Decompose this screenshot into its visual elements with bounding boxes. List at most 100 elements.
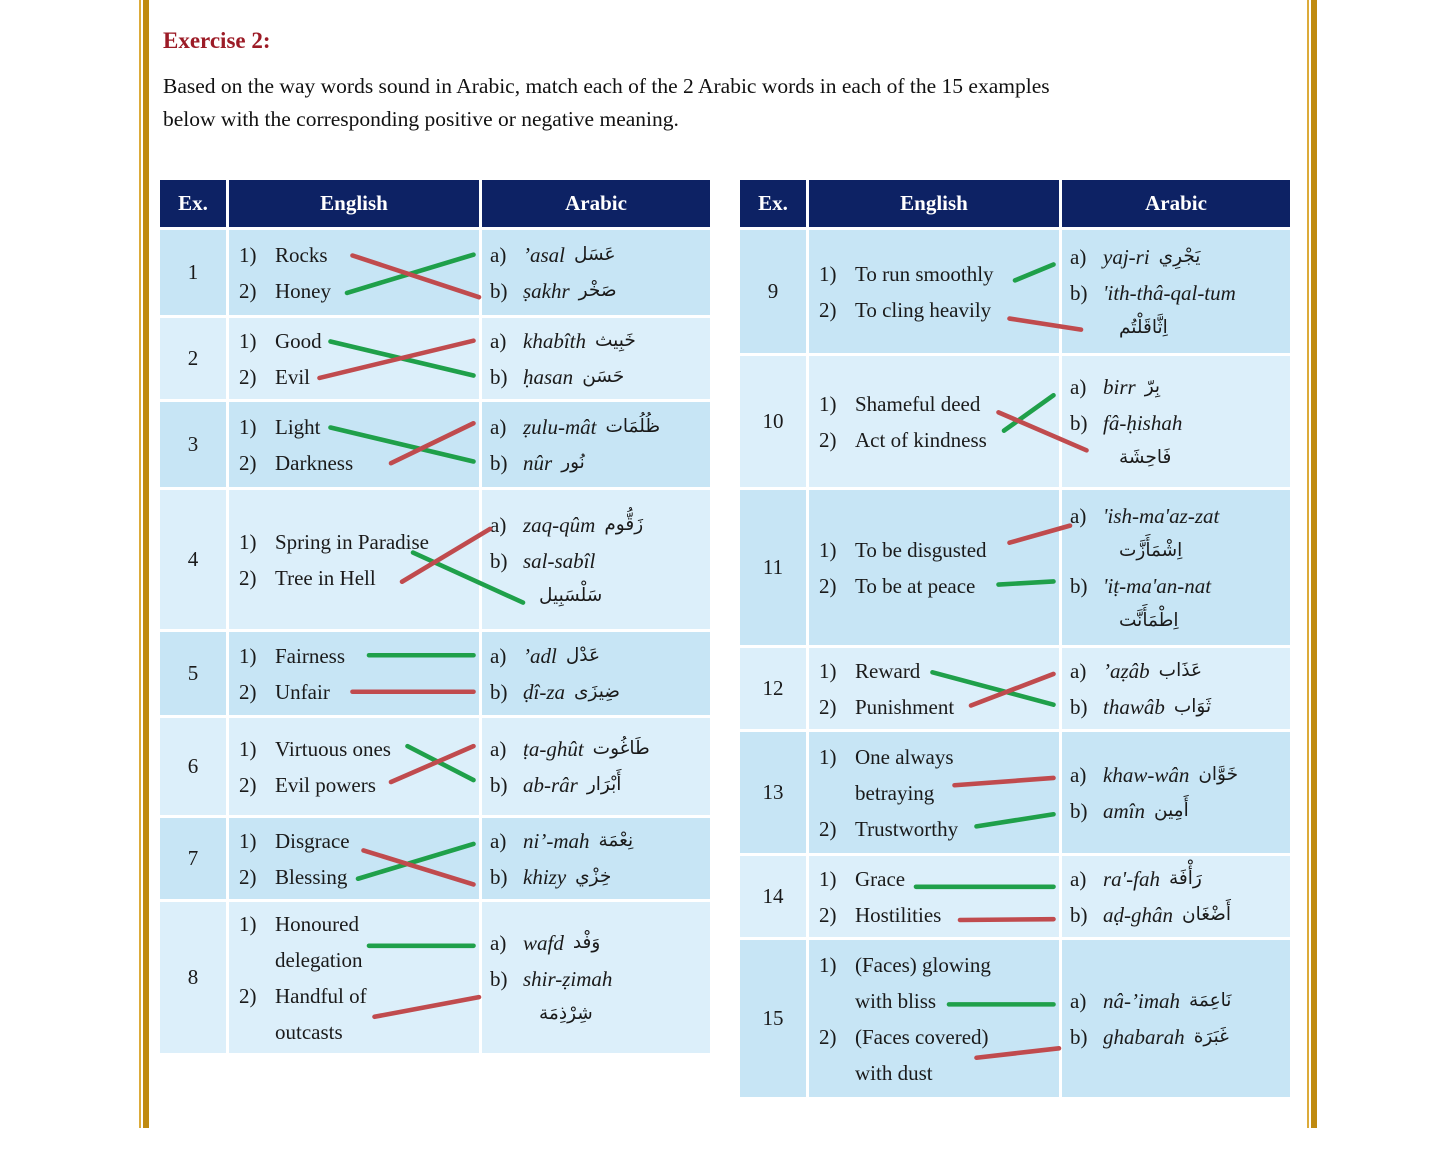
item-marker: b) bbox=[490, 278, 508, 303]
english-item: 1) Honoured delegation bbox=[239, 906, 479, 978]
english-item: 2) (Faces covered) with dust bbox=[819, 1019, 1059, 1091]
english-item: 1) To be disgusted bbox=[819, 532, 1059, 568]
transliteration-text: nûr bbox=[523, 450, 553, 475]
english-item: 1) Fairness bbox=[239, 638, 479, 674]
english-cell: 1) Rocks 2) Honey bbox=[229, 230, 479, 315]
arabic-word: خِزْي bbox=[575, 865, 612, 887]
arabic-cell: a) ni’-mah نِعْمَة b) khizy خِزْي bbox=[482, 818, 710, 899]
english-item: 1) Reward bbox=[819, 653, 1059, 689]
english-item: 1) One always betraying bbox=[819, 739, 1059, 811]
english-item-text: (Faces) glowing with bliss bbox=[855, 952, 991, 1013]
english-cell: 1) Virtuous ones 2) Evil powers bbox=[229, 718, 479, 815]
item-marker: a) bbox=[1070, 988, 1087, 1013]
transliteration-text: ṣakhr bbox=[523, 278, 570, 303]
column-header-ex: Ex. bbox=[740, 180, 806, 227]
arabic-cell: a) ’adl عَدْل b) ḍî-za ضِيزَى bbox=[482, 632, 710, 715]
english-item-text: Good bbox=[275, 328, 322, 353]
english-item: 1) To run smoothly bbox=[819, 256, 1059, 292]
table-row: 10 1) Shameful deed 2) Act of kindness a) birr… bbox=[740, 356, 1290, 487]
item-marker: b) bbox=[490, 772, 508, 797]
arabic-word: غَبَرَة bbox=[1193, 1025, 1229, 1047]
transliteration-text: aḍ-ghân bbox=[1103, 902, 1173, 927]
english-item: 2) To be at peace bbox=[819, 568, 1059, 604]
english-item: 2) Trustworthy bbox=[819, 811, 1059, 847]
item-marker: b) bbox=[490, 364, 508, 389]
table-header-row: Ex. English Arabic bbox=[740, 180, 1290, 227]
arabic-word: وَفْد bbox=[572, 931, 601, 953]
english-item-text: Honey bbox=[275, 278, 331, 303]
table-row: 15 1) (Faces) glowing with bliss 2) (Faces c… bbox=[740, 940, 1290, 1097]
english-item: 2) Honey bbox=[239, 273, 479, 309]
arabic-word: خَوَّان bbox=[1198, 763, 1239, 785]
item-marker: b) bbox=[490, 966, 508, 991]
arabic-word: عَدْل bbox=[565, 644, 601, 666]
transliteration-text: ḍî-za bbox=[523, 679, 565, 704]
arabic-item: b) ghabarah غَبَرَة bbox=[1070, 1019, 1290, 1055]
column-header-arabic: Arabic bbox=[1062, 180, 1290, 227]
arabic-item: b) amîn أَمِين bbox=[1070, 793, 1290, 829]
english-item: 2) Hostilities bbox=[819, 897, 1059, 933]
item-marker: b) bbox=[490, 679, 508, 704]
english-item-text: Tree in Hell bbox=[275, 565, 376, 590]
arabic-item: a) ’adl عَدْل bbox=[490, 638, 710, 674]
transliteration-text: ’adl bbox=[523, 643, 557, 668]
transliteration-text: yaj-ri bbox=[1103, 244, 1150, 269]
item-marker: 1) bbox=[239, 414, 257, 439]
arabic-word: ثَوَاب bbox=[1173, 695, 1212, 717]
arabic-item: b) nûr نُور bbox=[490, 445, 710, 481]
item-marker: a) bbox=[1070, 244, 1087, 269]
english-cell: 1) To be disgusted 2) To be at peace bbox=[809, 490, 1059, 645]
english-item-text: Shameful deed bbox=[855, 391, 981, 416]
english-cell: 1) (Faces) glowing with bliss 2) (Faces cov… bbox=[809, 940, 1059, 1097]
english-item-text: To cling heavily bbox=[855, 297, 992, 322]
item-marker: 2) bbox=[819, 816, 837, 841]
transliteration-text: nâ-’imah bbox=[1103, 988, 1180, 1013]
item-marker: a) bbox=[1070, 374, 1087, 399]
item-marker: a) bbox=[1070, 762, 1087, 787]
arabic-word: سَلْسَبِيل bbox=[539, 584, 603, 606]
item-marker: 1) bbox=[819, 866, 837, 891]
arabic-item: a) nâ-’imah نَاعِمَة bbox=[1070, 983, 1290, 1019]
item-marker: 2) bbox=[239, 364, 257, 389]
arabic-word-line: فَاحِشَة bbox=[1110, 441, 1290, 475]
arabic-item: a) ’asal عَسَل bbox=[490, 237, 710, 273]
arabic-word: بِرّ bbox=[1144, 375, 1161, 397]
table-row: 4 1) Spring in Paradise 2) Tree in Hell a) zaq… bbox=[160, 490, 710, 629]
english-cell: 1) Shameful deed 2) Act of kindness bbox=[809, 356, 1059, 487]
english-item: 2) Tree in Hell bbox=[239, 560, 479, 596]
english-item: 2) Evil bbox=[239, 359, 479, 395]
item-marker: b) bbox=[1070, 280, 1088, 305]
english-item-text: Hostilities bbox=[855, 902, 942, 927]
arabic-word: ضِيزَى bbox=[574, 680, 620, 702]
transliteration-text: ra'-fah bbox=[1103, 866, 1160, 891]
arabic-item: b) fâ-ḥishah bbox=[1070, 405, 1290, 441]
arabic-word: ظُلُمَات bbox=[605, 415, 661, 437]
example-number: 5 bbox=[160, 632, 226, 715]
arabic-word: نَاعِمَة bbox=[1189, 989, 1232, 1011]
arabic-item: b) ḥasan حَسَن bbox=[490, 359, 710, 395]
arabic-item: b) thawâb ثَوَاب bbox=[1070, 689, 1290, 725]
transliteration-text: amîn bbox=[1103, 798, 1145, 823]
column-header-arabic: Arabic bbox=[482, 180, 710, 227]
item-marker: 2) bbox=[239, 983, 257, 1008]
item-marker: a) bbox=[490, 242, 507, 267]
arabic-item: a) ra'-fah رَأْفَة bbox=[1070, 861, 1290, 897]
english-item: 1) Good bbox=[239, 323, 479, 359]
english-item-text: To be disgusted bbox=[855, 537, 987, 562]
example-number: 15 bbox=[740, 940, 806, 1097]
item-marker: 1) bbox=[819, 658, 837, 683]
item-marker: 1) bbox=[819, 537, 837, 562]
arabic-word: يَجْرِي bbox=[1158, 245, 1201, 267]
example-number: 3 bbox=[160, 402, 226, 487]
table-row: 7 1) Disgrace 2) Blessing a) ni’-mah نِعْمَة b) k… bbox=[160, 818, 710, 899]
table-row: 8 1) Honoured delegation 2) Handful of outca… bbox=[160, 902, 710, 1053]
table-row: 1 1) Rocks 2) Honey a) ’asal عَسَل b) ṣakhr صَخْر bbox=[160, 230, 710, 315]
item-marker: 1) bbox=[239, 328, 257, 353]
exercise-instructions: Based on the way words sound in Arabic, … bbox=[163, 74, 1050, 131]
item-marker: 2) bbox=[819, 902, 837, 927]
english-cell: 1) Fairness 2) Unfair bbox=[229, 632, 479, 715]
english-item-text: Disgrace bbox=[275, 828, 350, 853]
item-marker: a) bbox=[1070, 866, 1087, 891]
arabic-word: زَقُّوم bbox=[604, 513, 644, 535]
column-header-english: English bbox=[229, 180, 479, 227]
